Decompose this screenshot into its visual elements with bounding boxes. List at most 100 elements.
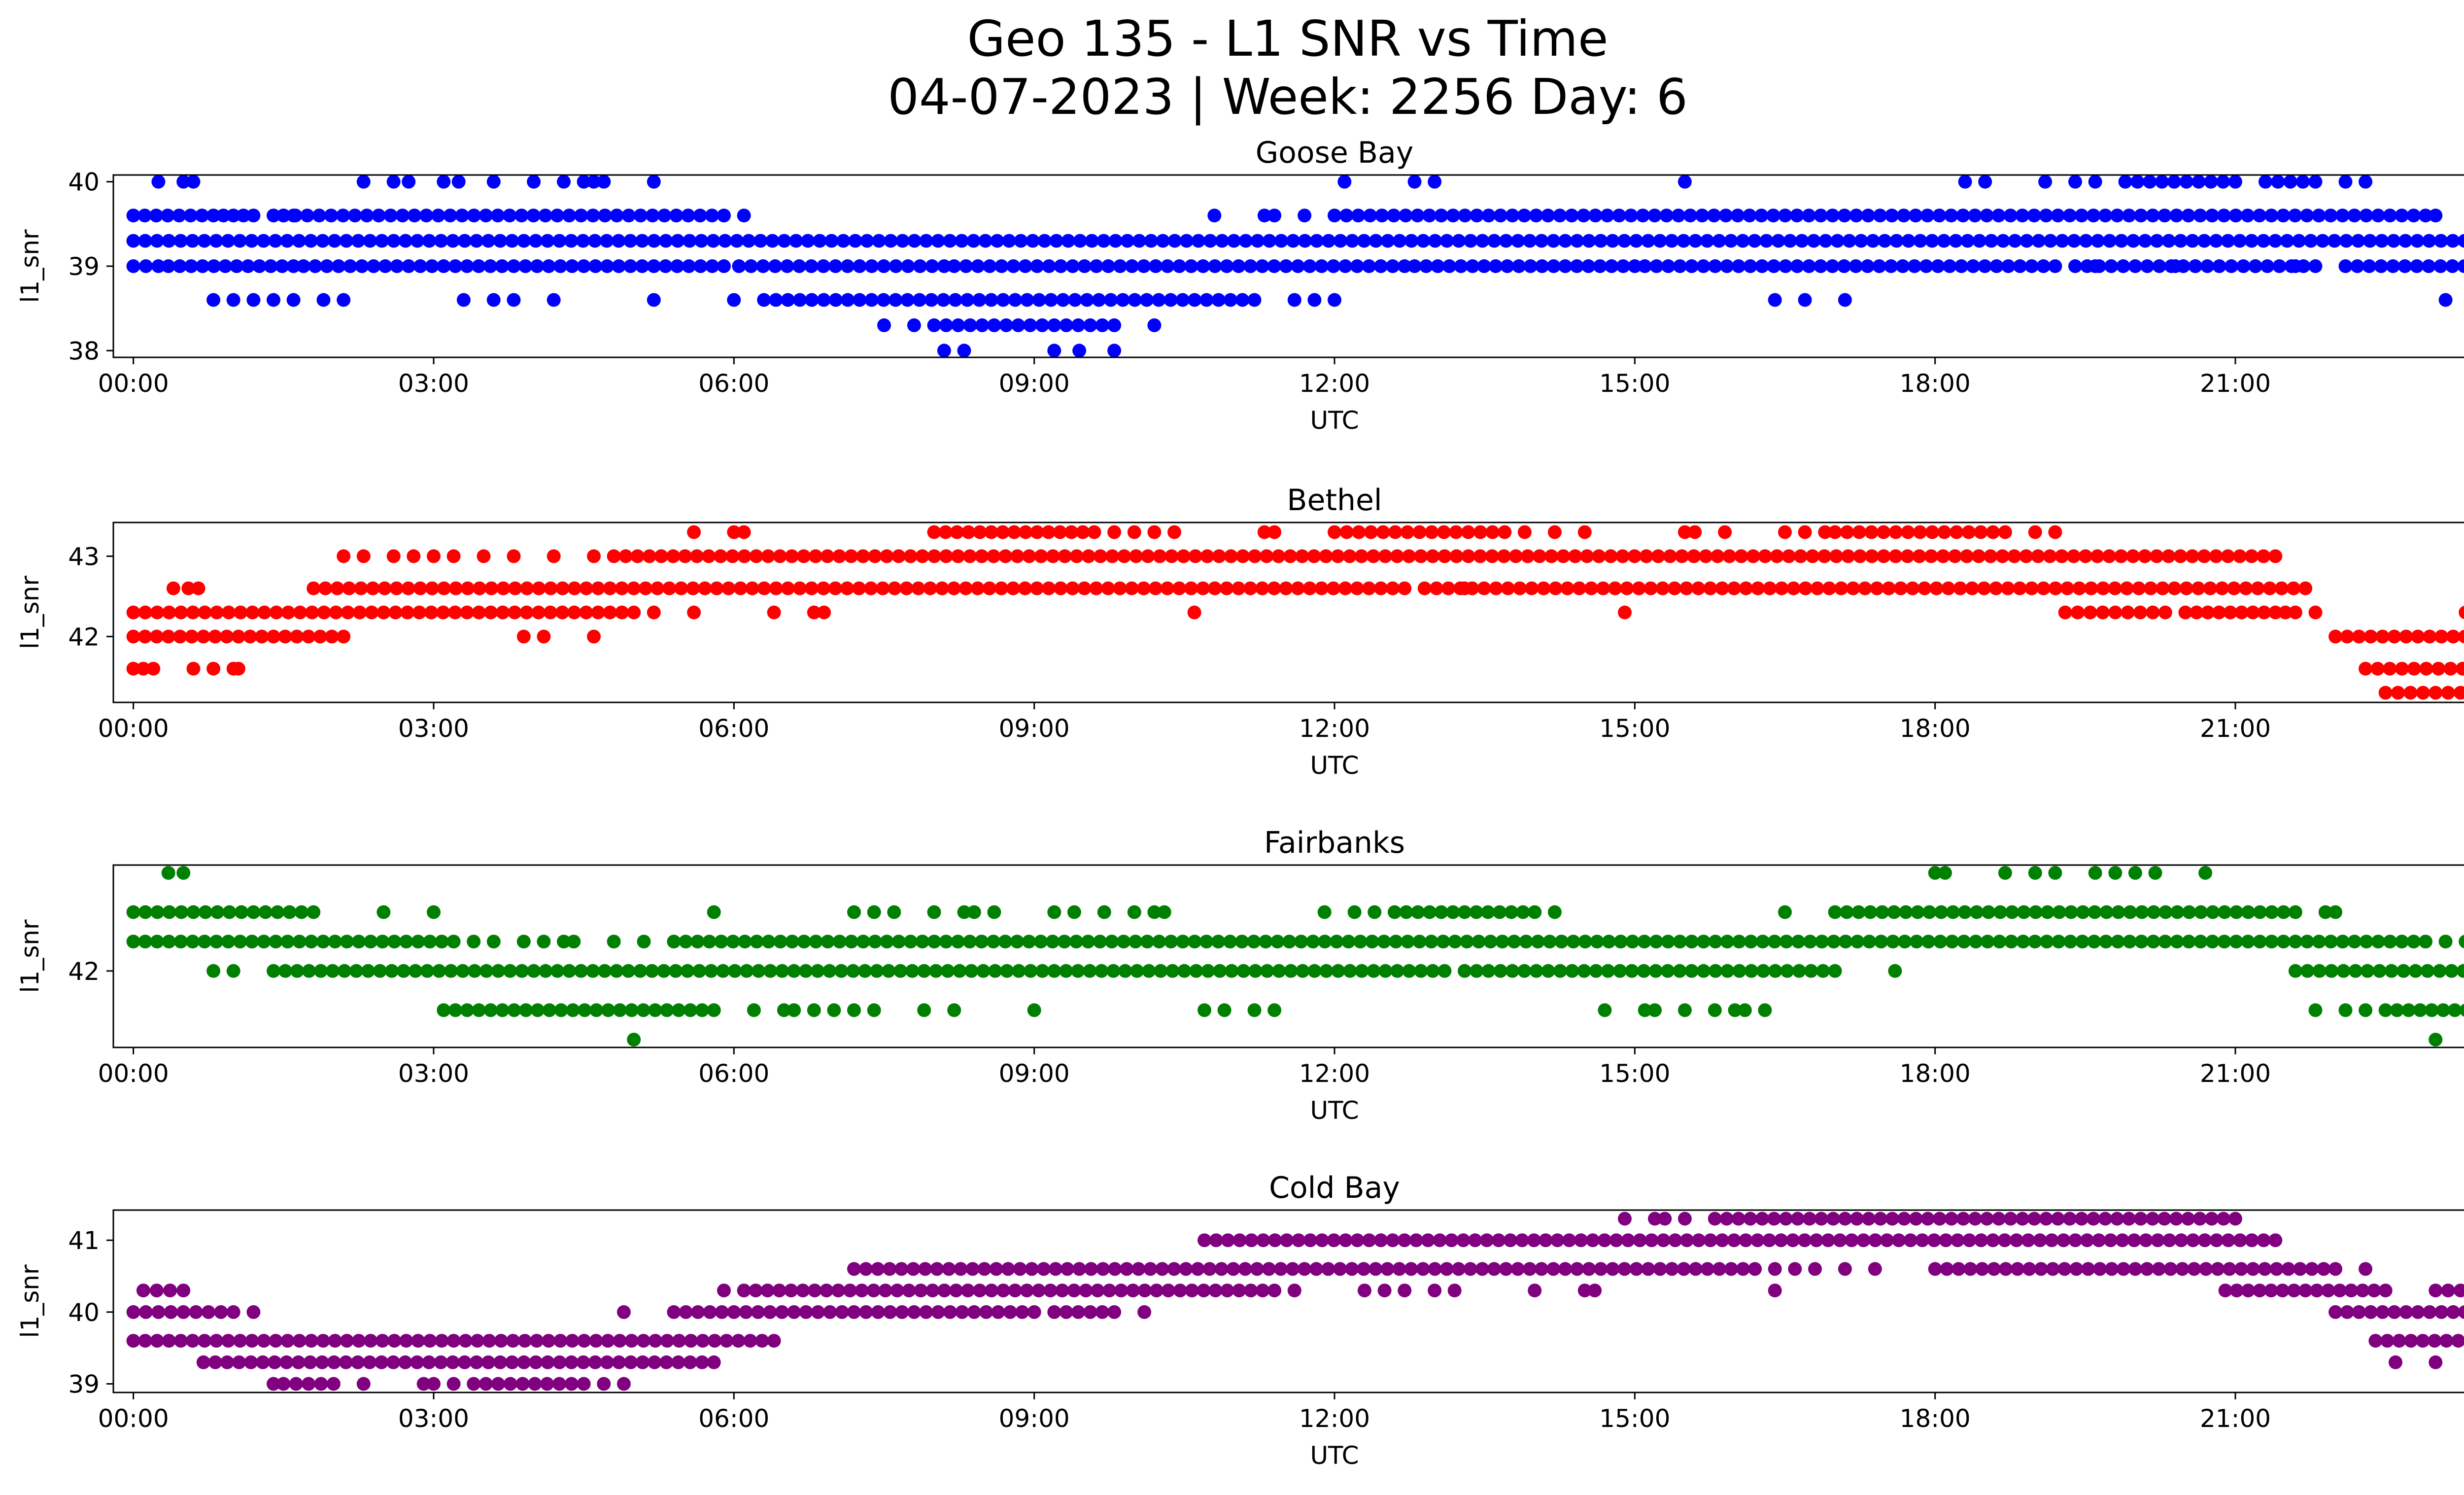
data-point [1647, 209, 1662, 223]
data-point [666, 549, 680, 563]
data-point [1232, 1233, 1247, 1248]
data-point [1108, 1262, 1122, 1276]
data-point [494, 1334, 508, 1348]
data-point [785, 935, 799, 949]
data-point [258, 905, 273, 919]
data-point [2387, 629, 2401, 644]
data-point [950, 525, 964, 539]
data-point [1743, 259, 1757, 273]
data-point [427, 1377, 441, 1391]
data-point [856, 935, 870, 949]
data-point [1747, 234, 1762, 248]
data-point [843, 1284, 857, 1298]
data-point [307, 905, 321, 919]
data-point [2276, 935, 2291, 949]
data-point [446, 935, 461, 949]
data-point [1825, 259, 1840, 273]
data-point [1326, 581, 1340, 595]
data-point [1501, 581, 1515, 595]
data-point [1715, 581, 1729, 595]
data-point [2359, 1003, 2373, 1017]
data-point [1331, 964, 1345, 978]
data-point [2422, 234, 2436, 248]
data-point [138, 605, 152, 620]
data-point [2098, 1212, 2112, 1226]
data-point [2103, 1233, 2118, 1248]
x-tick-label: 06:00 [698, 369, 769, 398]
data-point [456, 293, 471, 307]
data-point [1227, 234, 1241, 248]
data-point [1517, 209, 1531, 223]
data-point [1558, 259, 1573, 273]
data-point [1970, 905, 1984, 919]
data-point [2399, 629, 2413, 644]
subplot-title: Cold Bay [1269, 1171, 1400, 1205]
data-point [1326, 259, 1340, 273]
data-point [1200, 549, 1214, 563]
data-point [162, 905, 176, 919]
data-point [2173, 549, 2188, 563]
data-point [276, 209, 291, 223]
data-point [867, 905, 881, 919]
data-point [1461, 549, 1475, 563]
data-point [386, 1355, 401, 1369]
data-point [467, 1377, 481, 1391]
data-point [2259, 174, 2272, 189]
data-point [796, 1284, 810, 1298]
data-point [1873, 209, 1887, 223]
data-point [1506, 964, 1519, 978]
data-point [1637, 935, 1651, 949]
data-point [373, 964, 387, 978]
data-point [1503, 1233, 1517, 1248]
data-point [2439, 1334, 2454, 1348]
data-point [1833, 1233, 1847, 1248]
data-point [2276, 905, 2291, 919]
data-point [990, 234, 1004, 248]
data-point [495, 259, 509, 273]
data-point [496, 581, 511, 595]
data-point [1577, 1284, 1592, 1298]
data-point [280, 935, 295, 949]
data-point [598, 209, 612, 223]
data-point [2245, 1233, 2259, 1248]
data-point [891, 549, 906, 563]
data-point [943, 234, 957, 248]
data-point [1262, 1262, 1276, 1276]
data-point [702, 549, 716, 563]
data-point [1244, 1233, 1259, 1248]
data-point [2126, 234, 2140, 248]
data-point [209, 605, 224, 620]
data-point [2133, 605, 2148, 620]
data-point [2378, 1003, 2393, 1017]
data-point [962, 935, 977, 949]
data-point [1673, 259, 1687, 273]
data-point [151, 174, 166, 189]
data-point [174, 605, 188, 620]
data-point [2253, 935, 2267, 949]
data-point [1732, 259, 1745, 273]
data-point [835, 1305, 849, 1319]
data-point [1071, 964, 1085, 978]
data-point [2087, 935, 2101, 949]
data-point [1511, 234, 1525, 248]
data-point [2239, 581, 2253, 595]
data-point [1746, 549, 1760, 563]
data-point [2423, 1305, 2437, 1319]
data-point [660, 1334, 674, 1348]
data-point [939, 935, 953, 949]
data-point [588, 234, 602, 248]
data-point [1034, 549, 1048, 563]
data-point [552, 1377, 566, 1391]
data-point [1688, 1262, 1703, 1276]
data-point [399, 935, 413, 949]
data-point [1076, 525, 1090, 539]
data-point [363, 1355, 377, 1369]
data-point [2419, 935, 2432, 949]
data-point [796, 549, 811, 563]
data-point [2212, 259, 2226, 273]
data-point [648, 1334, 662, 1348]
data-point [1972, 234, 1986, 248]
data-point [1960, 549, 1974, 563]
